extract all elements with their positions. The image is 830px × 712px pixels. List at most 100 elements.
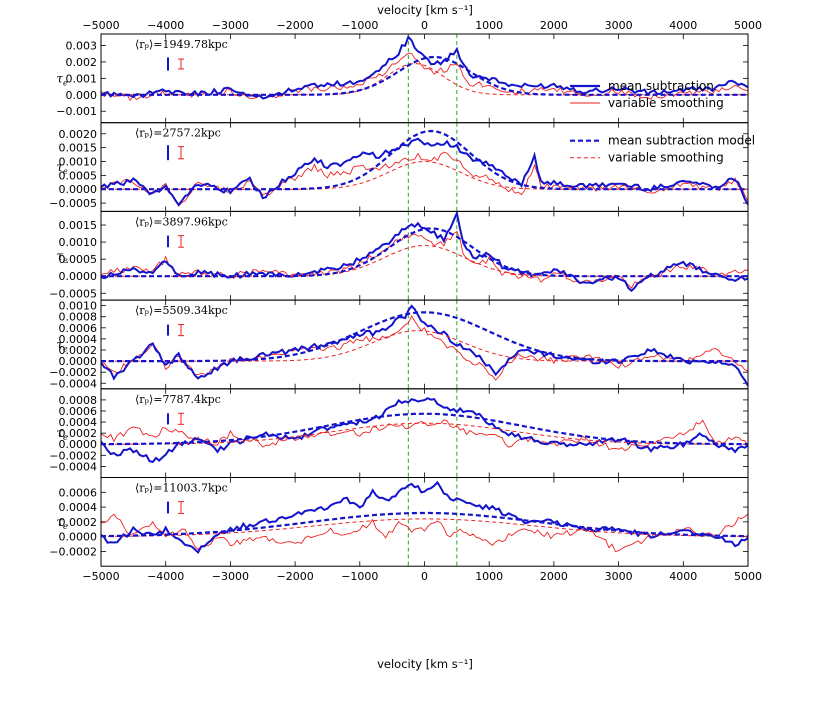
y-tick-label: 0.003: [66, 39, 98, 52]
y-tick-label: −0.0005: [49, 197, 97, 210]
y-tick-label: 0.0005: [59, 253, 98, 266]
top-x-tick-label: 3000: [605, 19, 633, 32]
legend-top-label-1: mean subtraction: [608, 79, 714, 93]
y-tick-label: −0.001: [56, 105, 97, 118]
y-tick-label: 0.0000: [59, 355, 98, 368]
y-tick-label: 0.0000: [59, 531, 98, 544]
y-tick-label: 0.0015: [59, 142, 98, 155]
mean-subtraction-line: [101, 397, 748, 464]
bottom-x-tick-label: 2000: [540, 570, 568, 583]
panel-frame: [100, 477, 749, 567]
top-x-tick-label: −2000: [276, 19, 313, 32]
top-x-tick-label: 1000: [475, 19, 503, 32]
top-x-tick-label: −5000: [82, 19, 119, 32]
top-x-axis-label: velocity [km s⁻¹]: [377, 3, 473, 17]
y-tick-label: −0.0004: [49, 460, 97, 473]
y-axis-label: τe: [56, 515, 68, 531]
variable-smoothing-line: [101, 315, 748, 381]
bottom-x-tick-label: −4000: [147, 570, 184, 583]
bottom-x-tick-label: 5000: [734, 570, 762, 583]
bottom-x-tick-label: 0: [421, 570, 428, 583]
variable-smoothing-model-line: [101, 422, 748, 445]
legend-model-label-2: variable smoothing: [608, 151, 724, 165]
y-tick-label: 0.0002: [59, 516, 98, 529]
panel-annotation: ⟨rₚ⟩=11003.7kpc: [135, 482, 228, 495]
mean-subtraction-line: [101, 137, 748, 207]
y-tick-label: 0.0015: [59, 219, 98, 232]
y-tick-label: −0.0002: [49, 449, 97, 462]
legend-model-label-1: mean subtraction model: [608, 134, 755, 148]
panels: −0.001 0.000 0.001 0.002 0.003 τe ⟨rₚ⟩=1949.78…: [49, 33, 749, 567]
y-tick-label: 0.0004: [59, 333, 98, 346]
legends: mean subtraction variable smoothing mean s…: [570, 79, 755, 165]
y-tick-label: −0.0004: [49, 377, 97, 390]
mean-subtraction-model-line: [101, 412, 748, 446]
y-tick-label: 0.0008: [59, 394, 98, 407]
y-tick-label: 0.0006: [59, 322, 98, 335]
bottom-x-tick-label: 3000: [605, 570, 633, 583]
bottom-x-tick-label: 4000: [669, 570, 697, 583]
legend-top-label-2: variable smoothing: [608, 96, 724, 110]
y-tick-label: 0.0010: [59, 156, 98, 169]
panel-1: −0.001 0.000 0.001 0.002 0.003 τe ⟨rₚ⟩=1949.78…: [56, 33, 749, 124]
mean-subtraction-model-line: [101, 227, 748, 278]
mean-subtraction-line: [101, 480, 748, 554]
top-x-tick-label: 5000: [734, 19, 762, 32]
bottom-x-tick-labels: −5000 −4000 −3000 −2000 −1000 0 1000 2000 3000 40…: [82, 570, 762, 583]
y-tick-label: 0.000: [66, 89, 98, 102]
y-tick-label: 0.0008: [59, 311, 98, 324]
y-tick-label: 0.0002: [59, 427, 98, 440]
y-tick-label: 0.0004: [59, 501, 98, 514]
y-tick-label: 0.0006: [59, 486, 98, 499]
y-tick-label: 0.001: [66, 72, 98, 85]
top-x-tick-label: −1000: [341, 19, 378, 32]
top-x-tick-label: 4000: [669, 19, 697, 32]
panel-3: −0.0005 0.0000 0.0005 0.0010 0.0015 τe ⟨rₚ⟩=38…: [49, 210, 749, 301]
y-tick-label: −0.0002: [49, 366, 97, 379]
variable-smoothing-line: [101, 230, 748, 289]
mean-subtraction-model-line: [101, 129, 748, 191]
y-tick-label: 0.0000: [59, 438, 98, 451]
bottom-x-tick-label: −3000: [212, 570, 249, 583]
panel-annotation: ⟨rₚ⟩=1949.78kpc: [135, 38, 228, 51]
y-axis-label: τe: [56, 249, 68, 265]
y-tick-label: 0.0005: [59, 169, 98, 182]
top-x-tick-label: −3000: [212, 19, 249, 32]
y-tick-label: 0.0006: [59, 405, 98, 418]
y-tick-label: −0.0002: [49, 545, 97, 558]
panel-annotation: ⟨rₚ⟩=7787.4kpc: [135, 393, 221, 406]
y-axis-label: τe: [56, 160, 68, 176]
top-x-tick-labels: −5000 −4000 −3000 −2000 −1000 0 1000 2000 3000 40…: [82, 19, 762, 32]
mean-subtraction-model-line: [101, 511, 748, 538]
variable-smoothing-line: [101, 52, 748, 102]
y-axis-label: τe: [56, 426, 68, 442]
bottom-x-tick-label: −2000: [276, 570, 313, 583]
mean-subtraction-line: [101, 304, 748, 387]
y-tick-label: 0.0000: [59, 270, 98, 283]
top-x-tick-label: 0: [421, 19, 428, 32]
y-axis-label: τe: [56, 337, 68, 353]
y-tick-label: 0.002: [66, 56, 98, 69]
variable-smoothing-line: [101, 419, 748, 452]
y-axis-label: τe: [56, 71, 68, 87]
mean-subtraction-model-line: [101, 311, 748, 363]
bottom-x-tick-label: −5000: [82, 570, 119, 583]
mean-subtraction-model-line: [101, 55, 748, 96]
bottom-x-tick-label: 1000: [475, 570, 503, 583]
panel-annotation: ⟨rₚ⟩=2757.2kpc: [135, 127, 221, 140]
bottom-x-tick-label: −1000: [341, 570, 378, 583]
y-tick-label: 0.0004: [59, 416, 98, 429]
panel-annotation: ⟨rₚ⟩=5509.34kpc: [135, 304, 228, 317]
panel-annotation: ⟨rₚ⟩=3897.96kpc: [135, 215, 228, 228]
variable-smoothing-model-line: [101, 518, 748, 537]
panel-4: −0.0004−0.00020.00000.00020.00040.00060.…: [49, 299, 749, 390]
variable-smoothing-line: [101, 513, 748, 553]
y-tick-label: −0.0005: [49, 287, 97, 300]
y-tick-label: 0.0010: [59, 300, 98, 313]
bottom-x-axis-label: velocity [km s⁻¹]: [377, 657, 473, 671]
mean-subtraction-line: [101, 211, 748, 293]
panel-5: −0.0004−0.00020.00000.00020.00040.00060.…: [49, 388, 749, 478]
y-tick-label: 0.0000: [59, 183, 98, 196]
